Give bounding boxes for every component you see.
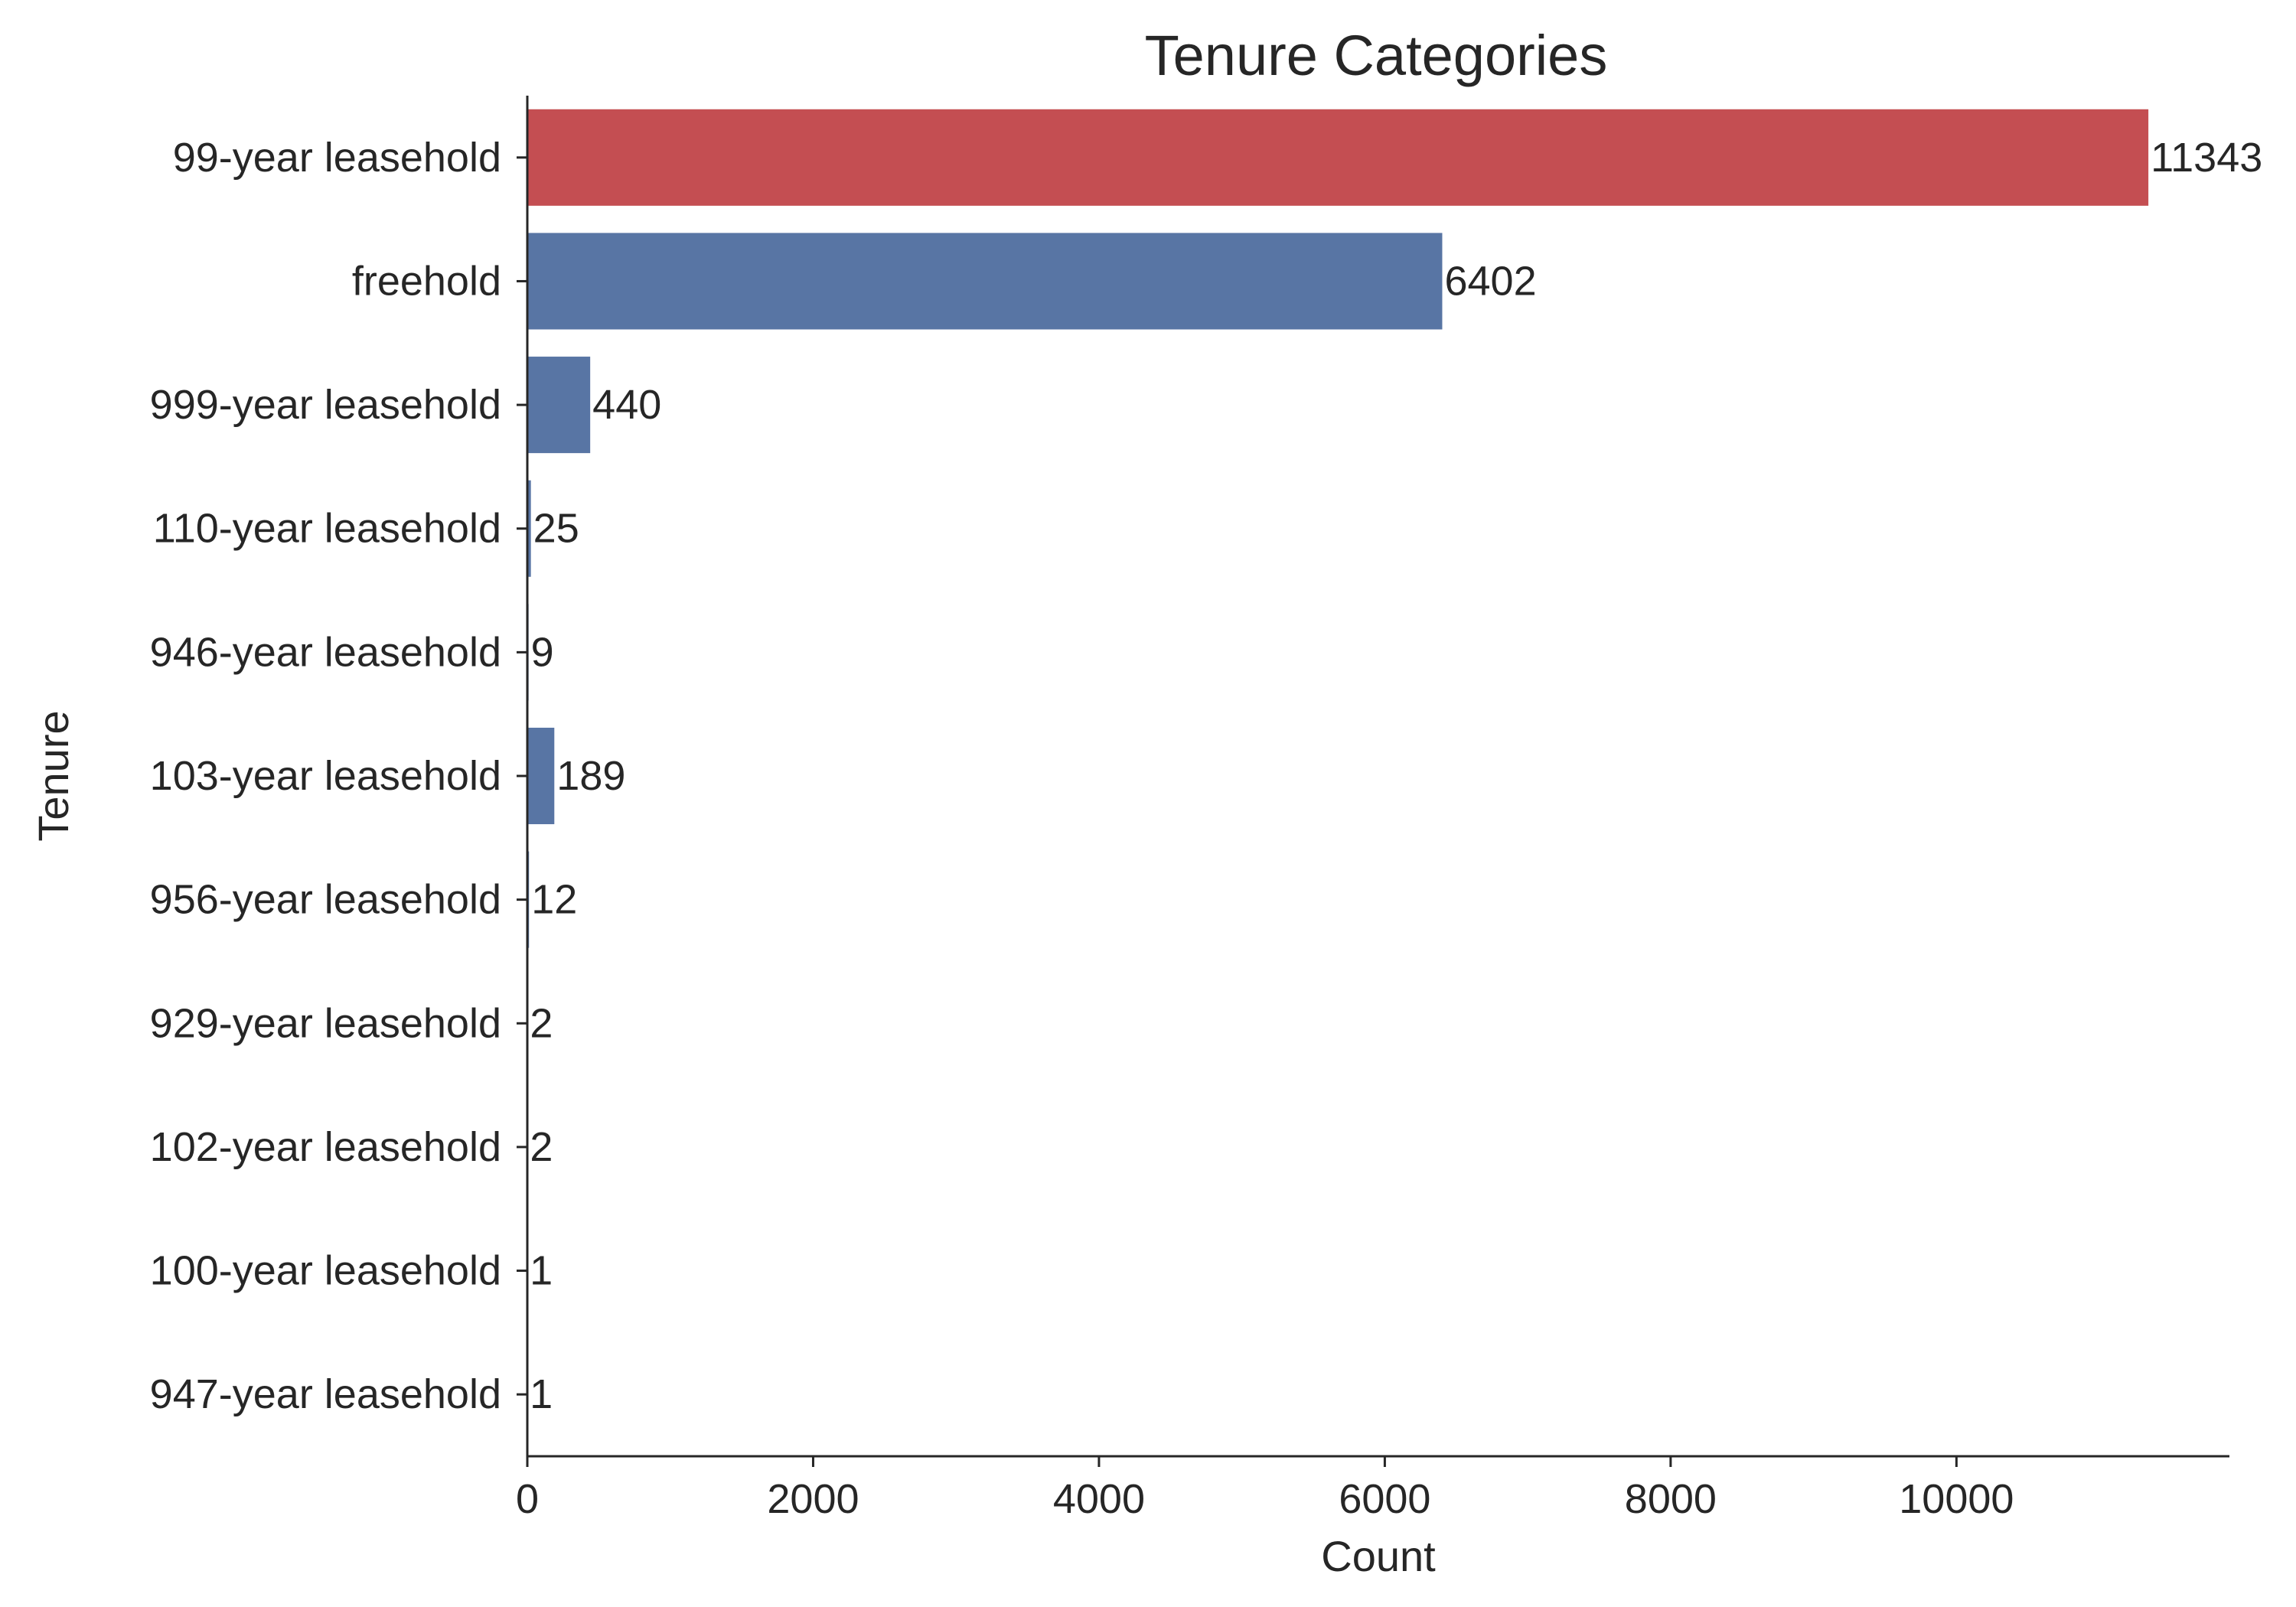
data-label-9: 1 — [530, 1248, 553, 1294]
x-tick-label-4: 8000 — [1625, 1476, 1717, 1522]
data-label-5: 189 — [556, 753, 625, 799]
y-tick-label-1: freehold — [352, 258, 501, 304]
bar-3 — [527, 480, 531, 577]
data-label-7: 2 — [530, 1000, 553, 1046]
data-label-6: 12 — [531, 877, 577, 923]
chart-title: Tenure Categories — [1145, 24, 1608, 87]
y-tick-label-10: 947-year leasehold — [150, 1371, 501, 1417]
y-axis-ticks: 99-year leasehold freehold 999-year leaseh… — [150, 135, 527, 1417]
data-label-3: 25 — [533, 506, 579, 552]
data-label-10: 1 — [530, 1371, 553, 1417]
bar-1 — [527, 233, 1443, 330]
x-tick-label-3: 6000 — [1339, 1476, 1430, 1522]
data-label-0: 11343 — [2151, 135, 2262, 181]
y-tick-label-6: 956-year leasehold — [150, 877, 501, 923]
y-tick-label-7: 929-year leasehold — [150, 1000, 501, 1046]
y-tick-label-2: 999-year leasehold — [150, 382, 501, 428]
y-tick-label-0: 99-year leasehold — [173, 135, 501, 181]
data-label-4: 9 — [531, 629, 554, 675]
bar-0 — [527, 109, 2149, 206]
x-axis-title: Count — [1321, 1532, 1436, 1580]
y-axis-title: Tenure — [29, 710, 77, 841]
x-tick-label-1: 2000 — [767, 1476, 859, 1522]
y-tick-label-4: 946-year leasehold — [150, 629, 501, 675]
data-labels-layer: 11343 6402 440 25 9 189 12 2 2 1 1 — [530, 135, 2262, 1417]
x-axis-ticks: 0 2000 4000 6000 8000 10000 — [516, 1456, 2014, 1522]
bar-5 — [527, 727, 555, 825]
y-tick-label-3: 110-year leasehold — [153, 506, 501, 552]
x-tick-label-5: 10000 — [1899, 1476, 2014, 1522]
y-tick-label-5: 103-year leasehold — [150, 753, 501, 799]
data-label-2: 440 — [592, 382, 661, 428]
data-label-1: 6402 — [1444, 258, 1536, 304]
y-tick-label-8: 102-year leasehold — [150, 1124, 501, 1170]
bars-layer — [527, 109, 2149, 1443]
x-tick-label-0: 0 — [516, 1476, 539, 1522]
data-label-8: 2 — [530, 1124, 553, 1170]
x-tick-label-2: 4000 — [1053, 1476, 1145, 1522]
y-tick-label-9: 100-year leasehold — [150, 1248, 501, 1294]
bar-2 — [527, 357, 591, 454]
